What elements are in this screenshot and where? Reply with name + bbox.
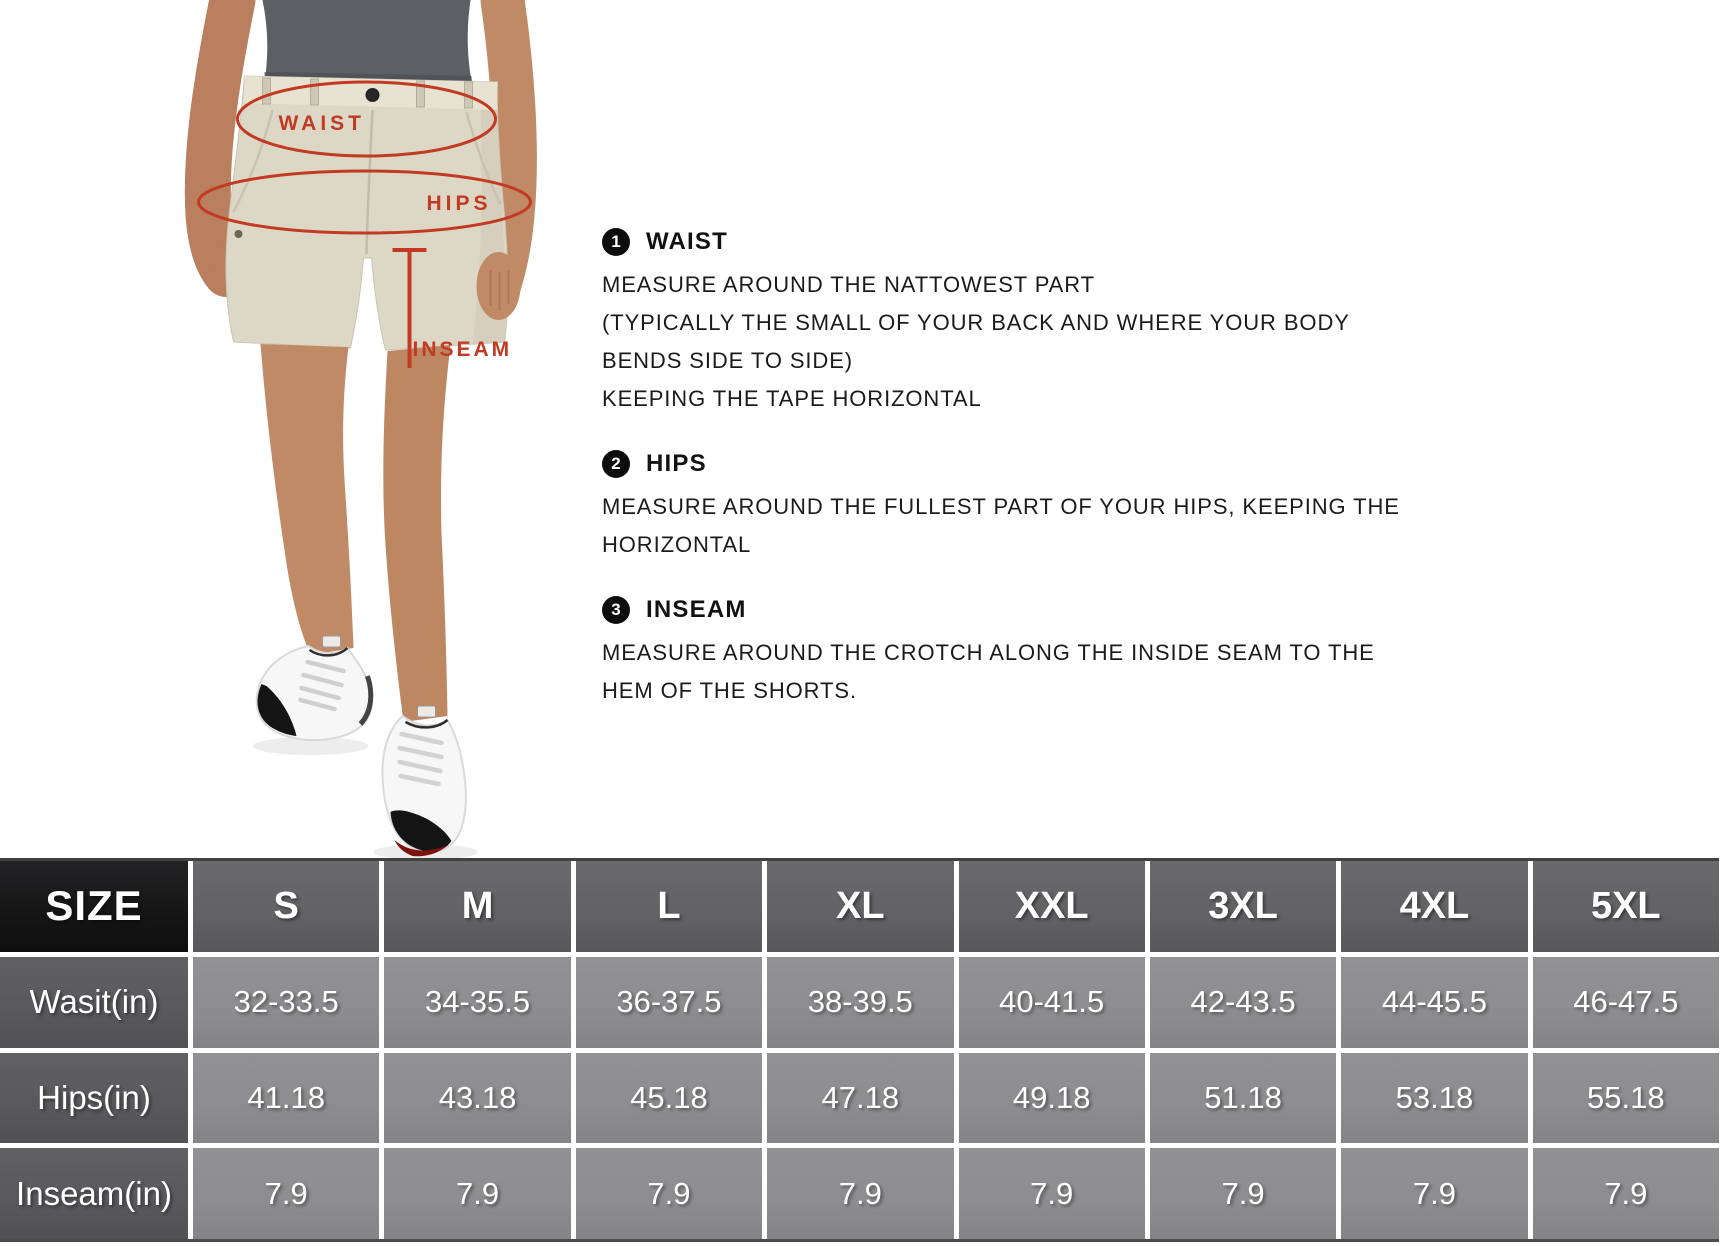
size-column-header-m: M <box>384 861 571 952</box>
hips-value: 41.18 <box>193 1052 380 1144</box>
hips-value: 49.18 <box>958 1052 1145 1144</box>
belt-loop <box>262 77 271 105</box>
row-label-inseam: Inseam(in) <box>0 1148 188 1239</box>
inseam-value: 7.9 <box>1532 1148 1719 1239</box>
size-table-corner: SIZE <box>0 861 188 952</box>
instruction-waist-heading: 1 WAIST <box>602 228 1462 256</box>
instruction-hips-body: MEASURE AROUND THE FULLEST PART OF YOUR … <box>602 488 1462 564</box>
model-illustration: WAIST HIPS INSEAM <box>184 0 537 858</box>
step-3-badge: 3 <box>602 596 630 624</box>
size-column-header-xl: XL <box>767 861 954 952</box>
inseam-value: 7.9 <box>384 1148 571 1239</box>
instruction-line: MEASURE AROUND THE FULLEST PART OF YOUR … <box>602 494 1400 519</box>
belt-loop <box>310 78 319 106</box>
size-column-header-l: L <box>575 861 763 952</box>
hips-value: 43.18 <box>384 1052 571 1144</box>
waist-button <box>365 88 380 102</box>
row-label-waist: Wasit(in) <box>0 956 188 1048</box>
waist-figure-label: WAIST <box>279 112 366 135</box>
instruction-line: BENDS SIDE TO SIDE) <box>602 348 854 373</box>
inseam-value: 7.9 <box>958 1148 1145 1239</box>
fly-seam <box>365 109 374 255</box>
waist-value: 32-33.5 <box>193 956 380 1048</box>
step-1-badge: 1 <box>602 228 630 256</box>
size-column-header-3xl: 3XL <box>1149 861 1337 952</box>
hips-figure-label: HIPS <box>427 192 492 215</box>
instruction-waist: 1 WAIST MEASURE AROUND THE NATTOWEST PAR… <box>602 228 1462 418</box>
hips-value: 53.18 <box>1341 1052 1528 1144</box>
instruction-inseam-heading: 3 INSEAM <box>602 596 1462 624</box>
pocket-zipper-pull <box>234 230 243 238</box>
row-label-hips: Hips(in) <box>0 1052 188 1144</box>
instruction-waist-body: MEASURE AROUND THE NATTOWEST PART (TYPIC… <box>602 266 1462 418</box>
hips-value: 47.18 <box>767 1052 954 1144</box>
size-column-header-s: S <box>193 861 380 952</box>
waist-value: 42-43.5 <box>1149 956 1337 1048</box>
waist-measure-ellipse <box>236 80 497 158</box>
waist-value: 36-37.5 <box>575 956 763 1048</box>
instruction-inseam: 3 INSEAM MEASURE AROUND THE CROTCH ALONG… <box>602 596 1462 710</box>
measuring-instructions: 1 WAIST MEASURE AROUND THE NATTOWEST PAR… <box>602 228 1462 710</box>
right-leg <box>383 345 451 722</box>
hips-measure-ellipse <box>197 169 532 235</box>
shirt <box>262 0 473 86</box>
inseam-value: 7.9 <box>767 1148 954 1239</box>
instruction-line: MEASURE AROUND THE CROTCH ALONG THE INSI… <box>602 640 1375 665</box>
inseam-value: 7.9 <box>1149 1148 1337 1239</box>
left-shoe-shadow <box>252 737 369 755</box>
right-shoe <box>381 705 467 857</box>
size-column-header-4xl: 4XL <box>1341 861 1528 952</box>
model-photo: WAIST HIPS INSEAM <box>108 0 613 858</box>
instruction-inseam-body: MEASURE AROUND THE CROTCH ALONG THE INSI… <box>602 634 1462 710</box>
inseam-value: 7.9 <box>193 1148 380 1239</box>
instruction-line: HORIZONTAL <box>602 532 752 557</box>
instruction-line: KEEPING THE TAPE HORIZONTAL <box>602 386 982 411</box>
instruction-hips: 2 HIPS MEASURE AROUND THE FULLEST PART O… <box>602 450 1462 564</box>
inseam-value: 7.9 <box>1341 1148 1528 1239</box>
waist-value: 34-35.5 <box>384 956 571 1048</box>
waist-value: 46-47.5 <box>1532 956 1719 1048</box>
waist-value: 44-45.5 <box>1341 956 1528 1048</box>
hips-value: 45.18 <box>575 1052 763 1144</box>
step-2-badge: 2 <box>602 450 630 478</box>
instruction-waist-title: WAIST <box>646 228 728 255</box>
size-chart-table: SIZE S M L XL XXL 3XL 4XL 5XL Wasit(in) … <box>0 858 1719 1242</box>
instruction-inseam-title: INSEAM <box>646 596 747 623</box>
inseam-figure-label: INSEAM <box>413 338 513 361</box>
instruction-line: (TYPICALLY THE SMALL OF YOUR BACK AND WH… <box>602 310 1350 335</box>
waist-value: 38-39.5 <box>767 956 954 1048</box>
instruction-hips-heading: 2 HIPS <box>602 450 1462 478</box>
hips-value: 55.18 <box>1532 1052 1719 1144</box>
instruction-line: MEASURE AROUND THE NATTOWEST PART <box>602 272 1095 297</box>
left-pocket-seam <box>232 109 274 213</box>
instruction-line: HEM OF THE SHORTS. <box>602 678 857 703</box>
belt-loop <box>416 80 425 108</box>
size-column-header-xxl: XXL <box>958 861 1145 952</box>
right-pocket-seam <box>465 111 502 205</box>
waist-value: 40-41.5 <box>958 956 1145 1048</box>
left-leg <box>260 344 354 655</box>
size-column-header-5xl: 5XL <box>1532 861 1719 952</box>
hips-value: 51.18 <box>1149 1052 1337 1144</box>
inseam-value: 7.9 <box>575 1148 763 1239</box>
instruction-hips-title: HIPS <box>646 450 707 477</box>
finger-lines <box>489 270 510 310</box>
left-shoe <box>255 635 374 742</box>
